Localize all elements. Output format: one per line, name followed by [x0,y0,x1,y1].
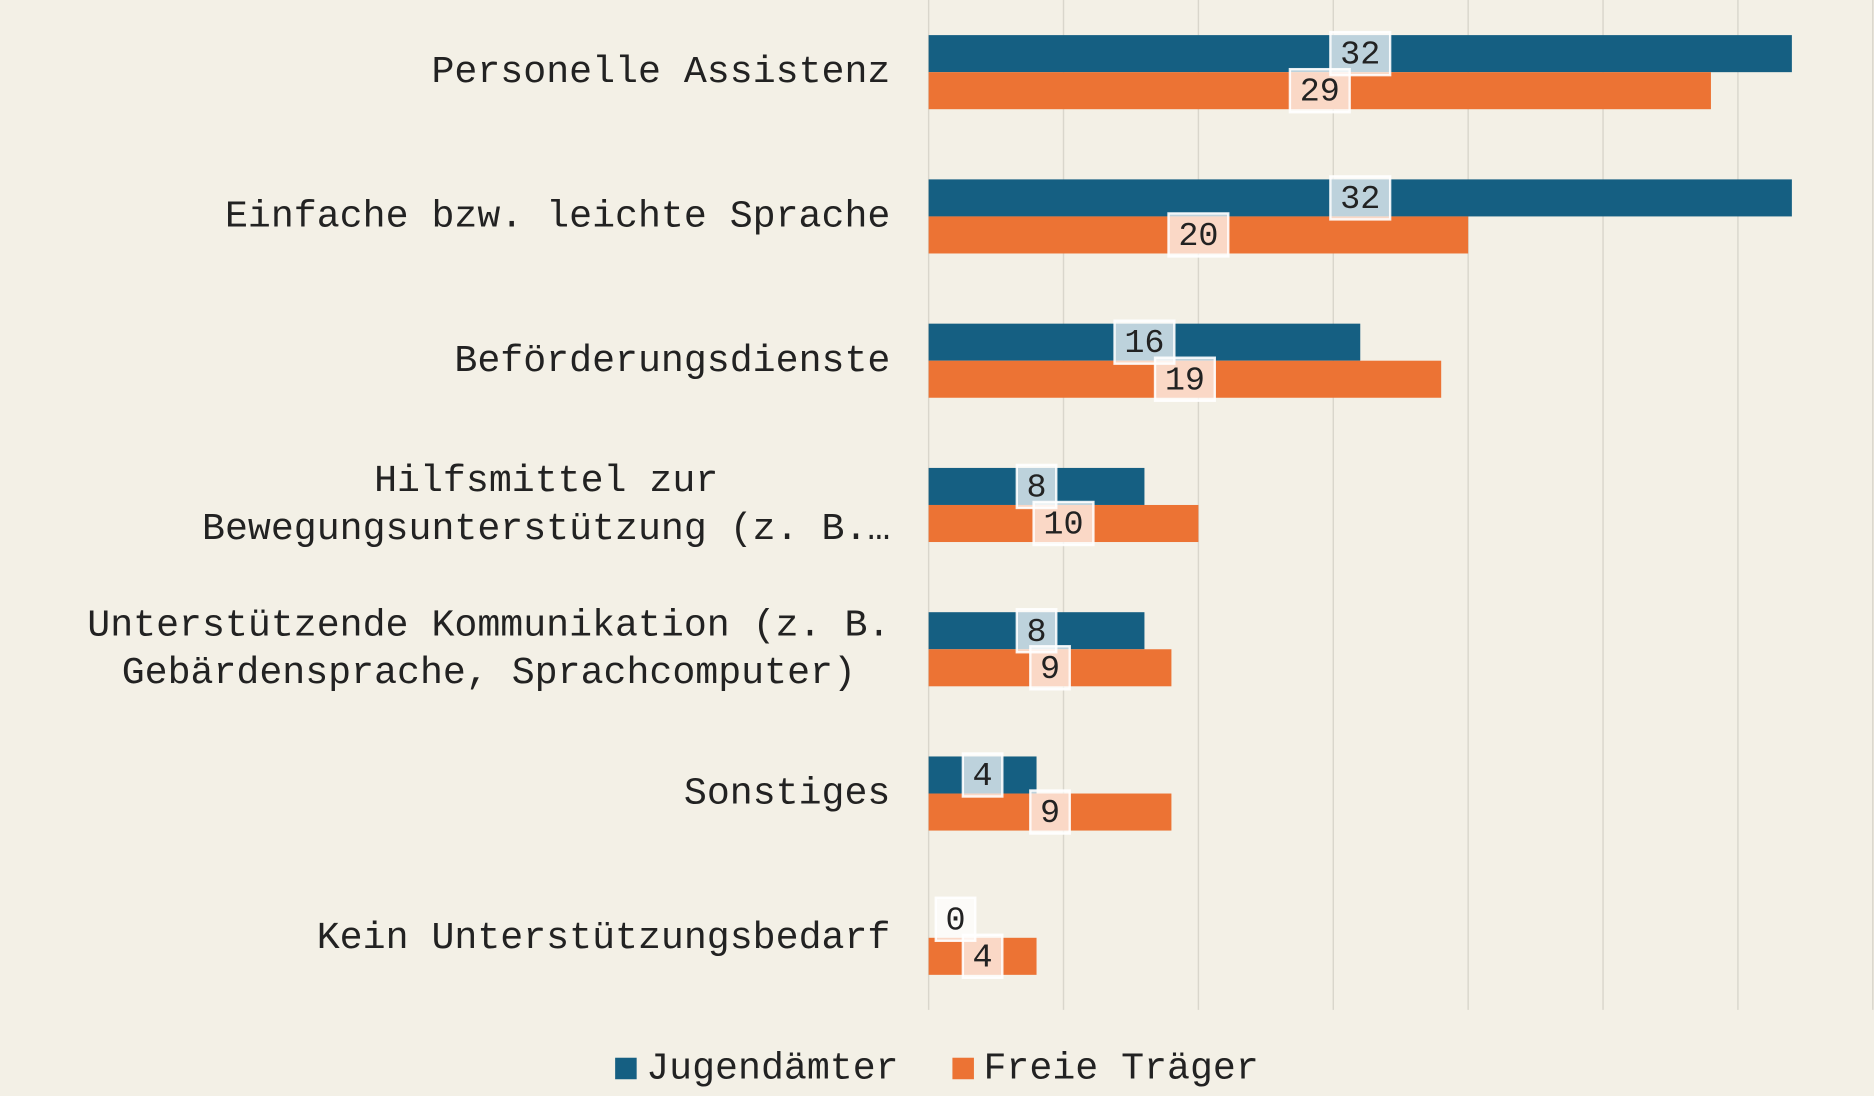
legend-swatch [615,1057,637,1080]
value-label-box [1153,356,1216,402]
value-label: 0 [945,902,965,940]
value-label-box [1029,645,1071,691]
value-label-box [1329,175,1392,221]
value-label-box [1329,30,1392,77]
category-label: Hilfsmittel zur Bewegungsunterstützung (z… [202,460,890,551]
value-label: 9 [1040,651,1060,689]
value-label-box [1167,212,1230,258]
legend-label: Freie Träger [983,1048,1258,1091]
value-label: 32 [1340,181,1380,219]
legend-swatch [952,1057,974,1080]
category-label: Personelle Assistenz [431,51,890,94]
category-label: Unterstützende Kommunikation (z. B. Gebär… [87,604,890,695]
value-label-box [961,752,1004,798]
value-label: 4 [973,758,993,796]
category-label: Beförderungsdienste [454,340,890,383]
value-label: 8 [1027,469,1047,507]
legend-label: Jugendämter [646,1048,898,1091]
value-label: 29 [1300,74,1340,112]
value-label: 4 [973,939,993,977]
value-label-box [1288,67,1351,114]
category-label: Einfache bzw. leichte Sprache [225,196,890,239]
value-label: 9 [1040,795,1060,833]
value-label-box [1032,500,1095,547]
category-label: Sonstiges [684,773,891,816]
value-label: 8 [1027,614,1047,652]
category-label: Kein Unterstützungsbedarf [317,917,891,960]
value-label: 20 [1178,218,1218,256]
value-label: 10 [1043,507,1083,545]
value-label-box [961,933,1004,980]
value-label: 19 [1165,362,1205,400]
value-label-box [1029,789,1071,835]
